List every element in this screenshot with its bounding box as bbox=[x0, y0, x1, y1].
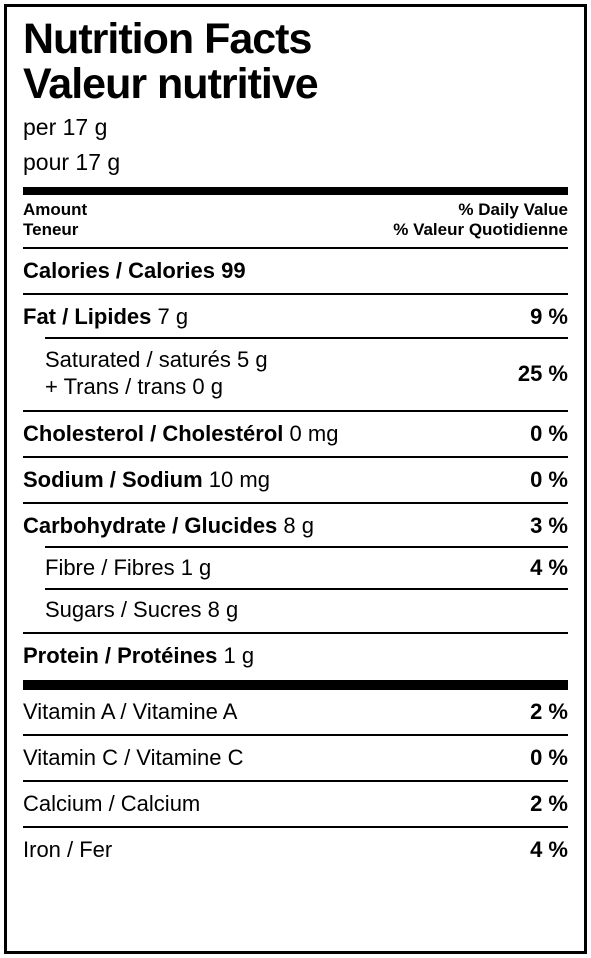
divider bbox=[23, 293, 568, 295]
fibre-dv: 4 % bbox=[530, 555, 568, 581]
serving-fr: pour 17 g bbox=[23, 148, 568, 177]
trans-line: + Trans / trans 0 g bbox=[45, 373, 268, 401]
divider bbox=[45, 546, 568, 548]
sugars-row: Sugars / Sucres 8 g bbox=[45, 592, 568, 628]
nutrition-facts-panel: Nutrition Facts Valeur nutritive per 17 … bbox=[4, 4, 587, 954]
vitamin-a-row: Vitamin A / Vitamine A 2 % bbox=[23, 694, 568, 730]
sat-line: Saturated / saturés 5 g bbox=[45, 346, 268, 374]
sodium-label: Sodium / Sodium bbox=[23, 467, 203, 492]
iron-dv: 4 % bbox=[530, 837, 568, 863]
iron-label: Iron / Fer bbox=[23, 837, 112, 863]
amount-en: Amount bbox=[23, 200, 87, 220]
carb-value: 8 g bbox=[283, 513, 314, 538]
sat-dv: 25 % bbox=[518, 360, 568, 388]
chol-dv: 0 % bbox=[530, 421, 568, 447]
sodium-value: 10 mg bbox=[209, 467, 270, 492]
chol-value: 0 mg bbox=[290, 421, 339, 446]
fat-row: Fat / Lipides 7 g 9 % bbox=[23, 299, 568, 335]
vitamin-a-label: Vitamin A / Vitamine A bbox=[23, 699, 237, 725]
vitamin-c-row: Vitamin C / Vitamine C 0 % bbox=[23, 740, 568, 776]
fat-value: 7 g bbox=[157, 304, 188, 329]
chol-label: Cholesterol / Cholestérol bbox=[23, 421, 283, 446]
divider bbox=[23, 734, 568, 736]
vitamin-c-dv: 0 % bbox=[530, 745, 568, 771]
carb-row: Carbohydrate / Glucides 8 g 3 % bbox=[23, 508, 568, 544]
fat-label: Fat / Lipides bbox=[23, 304, 151, 329]
vitamin-c-label: Vitamin C / Vitamine C bbox=[23, 745, 244, 771]
vitamin-a-dv: 2 % bbox=[530, 699, 568, 725]
divider bbox=[23, 680, 568, 690]
title-fr: Valeur nutritive bbox=[23, 62, 568, 107]
title-en: Nutrition Facts bbox=[23, 17, 568, 62]
protein-value: 1 g bbox=[224, 643, 255, 668]
iron-row: Iron / Fer 4 % bbox=[23, 832, 568, 868]
calories-value: 99 bbox=[221, 258, 245, 283]
dv-en: % Daily Value bbox=[393, 200, 568, 220]
calories-label: Calories / Calories bbox=[23, 258, 215, 283]
protein-row: Protein / Protéines 1 g bbox=[23, 638, 568, 674]
fat-dv: 9 % bbox=[530, 304, 568, 330]
divider bbox=[23, 187, 568, 195]
calories-row: Calories / Calories 99 bbox=[23, 253, 568, 289]
divider bbox=[23, 410, 568, 412]
divider bbox=[23, 456, 568, 458]
divider bbox=[23, 826, 568, 828]
divider bbox=[23, 502, 568, 504]
sugars-label: Sugars / Sucres 8 g bbox=[45, 597, 238, 623]
serving-en: per 17 g bbox=[23, 113, 568, 142]
cholesterol-row: Cholesterol / Cholestérol 0 mg 0 % bbox=[23, 416, 568, 452]
divider bbox=[45, 588, 568, 590]
protein-label: Protein / Protéines bbox=[23, 643, 217, 668]
fibre-row: Fibre / Fibres 1 g 4 % bbox=[45, 550, 568, 586]
divider bbox=[45, 337, 568, 339]
sodium-dv: 0 % bbox=[530, 467, 568, 493]
amount-header: Amount Teneur % Daily Value % Valeur Quo… bbox=[23, 199, 568, 243]
calcium-dv: 2 % bbox=[530, 791, 568, 817]
divider bbox=[23, 632, 568, 634]
amount-fr: Teneur bbox=[23, 220, 87, 240]
sat-trans-row: Saturated / saturés 5 g + Trans / trans … bbox=[45, 341, 568, 406]
divider bbox=[23, 780, 568, 782]
fibre-label: Fibre / Fibres 1 g bbox=[45, 555, 211, 581]
dv-fr: % Valeur Quotidienne bbox=[393, 220, 568, 240]
carb-label: Carbohydrate / Glucides bbox=[23, 513, 277, 538]
calcium-row: Calcium / Calcium 2 % bbox=[23, 786, 568, 822]
carb-dv: 3 % bbox=[530, 513, 568, 539]
calcium-label: Calcium / Calcium bbox=[23, 791, 200, 817]
sodium-row: Sodium / Sodium 10 mg 0 % bbox=[23, 462, 568, 498]
divider bbox=[23, 247, 568, 249]
